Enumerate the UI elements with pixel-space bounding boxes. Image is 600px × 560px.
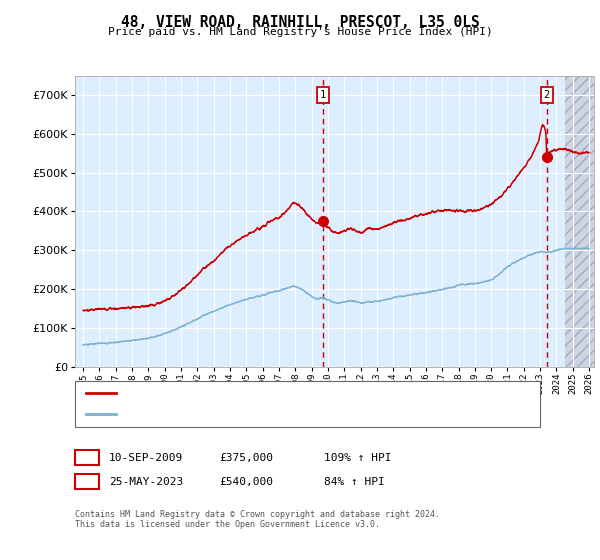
Text: 1: 1 — [320, 90, 326, 100]
Text: 2: 2 — [544, 90, 550, 100]
Text: 109% ↑ HPI: 109% ↑ HPI — [324, 452, 392, 463]
Text: 10-SEP-2009: 10-SEP-2009 — [109, 452, 184, 463]
Text: 2: 2 — [83, 477, 91, 487]
Text: 48, VIEW ROAD, RAINHILL, PRESCOT, L35 0LS: 48, VIEW ROAD, RAINHILL, PRESCOT, L35 0L… — [121, 15, 479, 30]
Text: 48, VIEW ROAD, RAINHILL, PRESCOT, L35 0LS (detached house): 48, VIEW ROAD, RAINHILL, PRESCOT, L35 0L… — [123, 388, 464, 398]
Text: 84% ↑ HPI: 84% ↑ HPI — [324, 477, 385, 487]
Text: Contains HM Land Registry data © Crown copyright and database right 2024.
This d: Contains HM Land Registry data © Crown c… — [75, 510, 440, 529]
Text: 25-MAY-2023: 25-MAY-2023 — [109, 477, 184, 487]
Text: HPI: Average price, detached house, St Helens: HPI: Average price, detached house, St H… — [123, 409, 388, 419]
Text: Price paid vs. HM Land Registry's House Price Index (HPI): Price paid vs. HM Land Registry's House … — [107, 27, 493, 37]
Text: 1: 1 — [83, 452, 91, 463]
Text: £375,000: £375,000 — [219, 452, 273, 463]
Bar — [565, 56, 600, 367]
Text: £540,000: £540,000 — [219, 477, 273, 487]
